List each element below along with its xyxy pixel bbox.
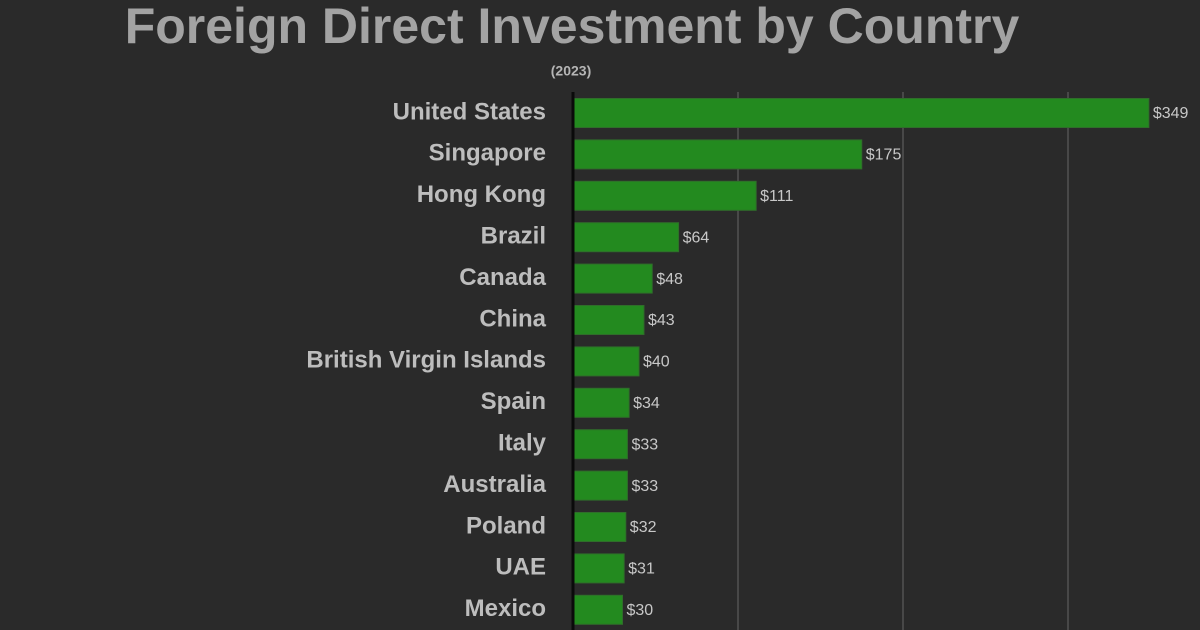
value-label: $43 bbox=[648, 312, 675, 329]
value-label: $40 bbox=[643, 354, 670, 371]
category-label: Poland bbox=[466, 512, 546, 539]
bar bbox=[572, 222, 680, 253]
value-label: $349 bbox=[1153, 105, 1189, 122]
value-label: $33 bbox=[631, 478, 658, 495]
value-label: $111 bbox=[760, 188, 793, 205]
bar bbox=[572, 429, 628, 460]
value-label: $64 bbox=[683, 229, 710, 246]
bar bbox=[572, 346, 640, 377]
value-label: $31 bbox=[628, 561, 655, 578]
category-label: United States bbox=[393, 98, 546, 125]
category-label: Hong Kong bbox=[417, 181, 546, 208]
bar bbox=[572, 553, 625, 584]
category-label: UAE bbox=[495, 554, 546, 581]
bar bbox=[572, 139, 863, 170]
category-label: China bbox=[479, 305, 546, 332]
category-label: Singapore bbox=[429, 140, 546, 167]
value-label: $34 bbox=[633, 395, 660, 412]
value-label: $48 bbox=[656, 271, 683, 288]
value-label: $30 bbox=[627, 602, 654, 619]
category-label: Brazil bbox=[481, 223, 546, 250]
chart-subtitle: (2023) bbox=[551, 63, 591, 79]
category-label: Canada bbox=[459, 264, 546, 291]
chart-title: Foreign Direct Investment by Country bbox=[125, 0, 1020, 54]
category-label: Spain bbox=[481, 388, 546, 415]
bar bbox=[572, 470, 628, 501]
bar bbox=[572, 387, 630, 418]
value-label: $32 bbox=[630, 519, 657, 536]
category-label: Mexico bbox=[465, 595, 546, 622]
bar bbox=[572, 180, 757, 211]
bar bbox=[572, 594, 623, 625]
value-label: $175 bbox=[866, 147, 902, 164]
category-label: British Virgin Islands bbox=[306, 347, 546, 374]
bar bbox=[572, 263, 653, 294]
category-label: Italy bbox=[498, 430, 547, 457]
bar bbox=[572, 98, 1150, 128]
bar bbox=[572, 305, 645, 335]
bar bbox=[572, 512, 627, 542]
category-label: Australia bbox=[443, 471, 546, 498]
value-label: $33 bbox=[631, 436, 658, 453]
